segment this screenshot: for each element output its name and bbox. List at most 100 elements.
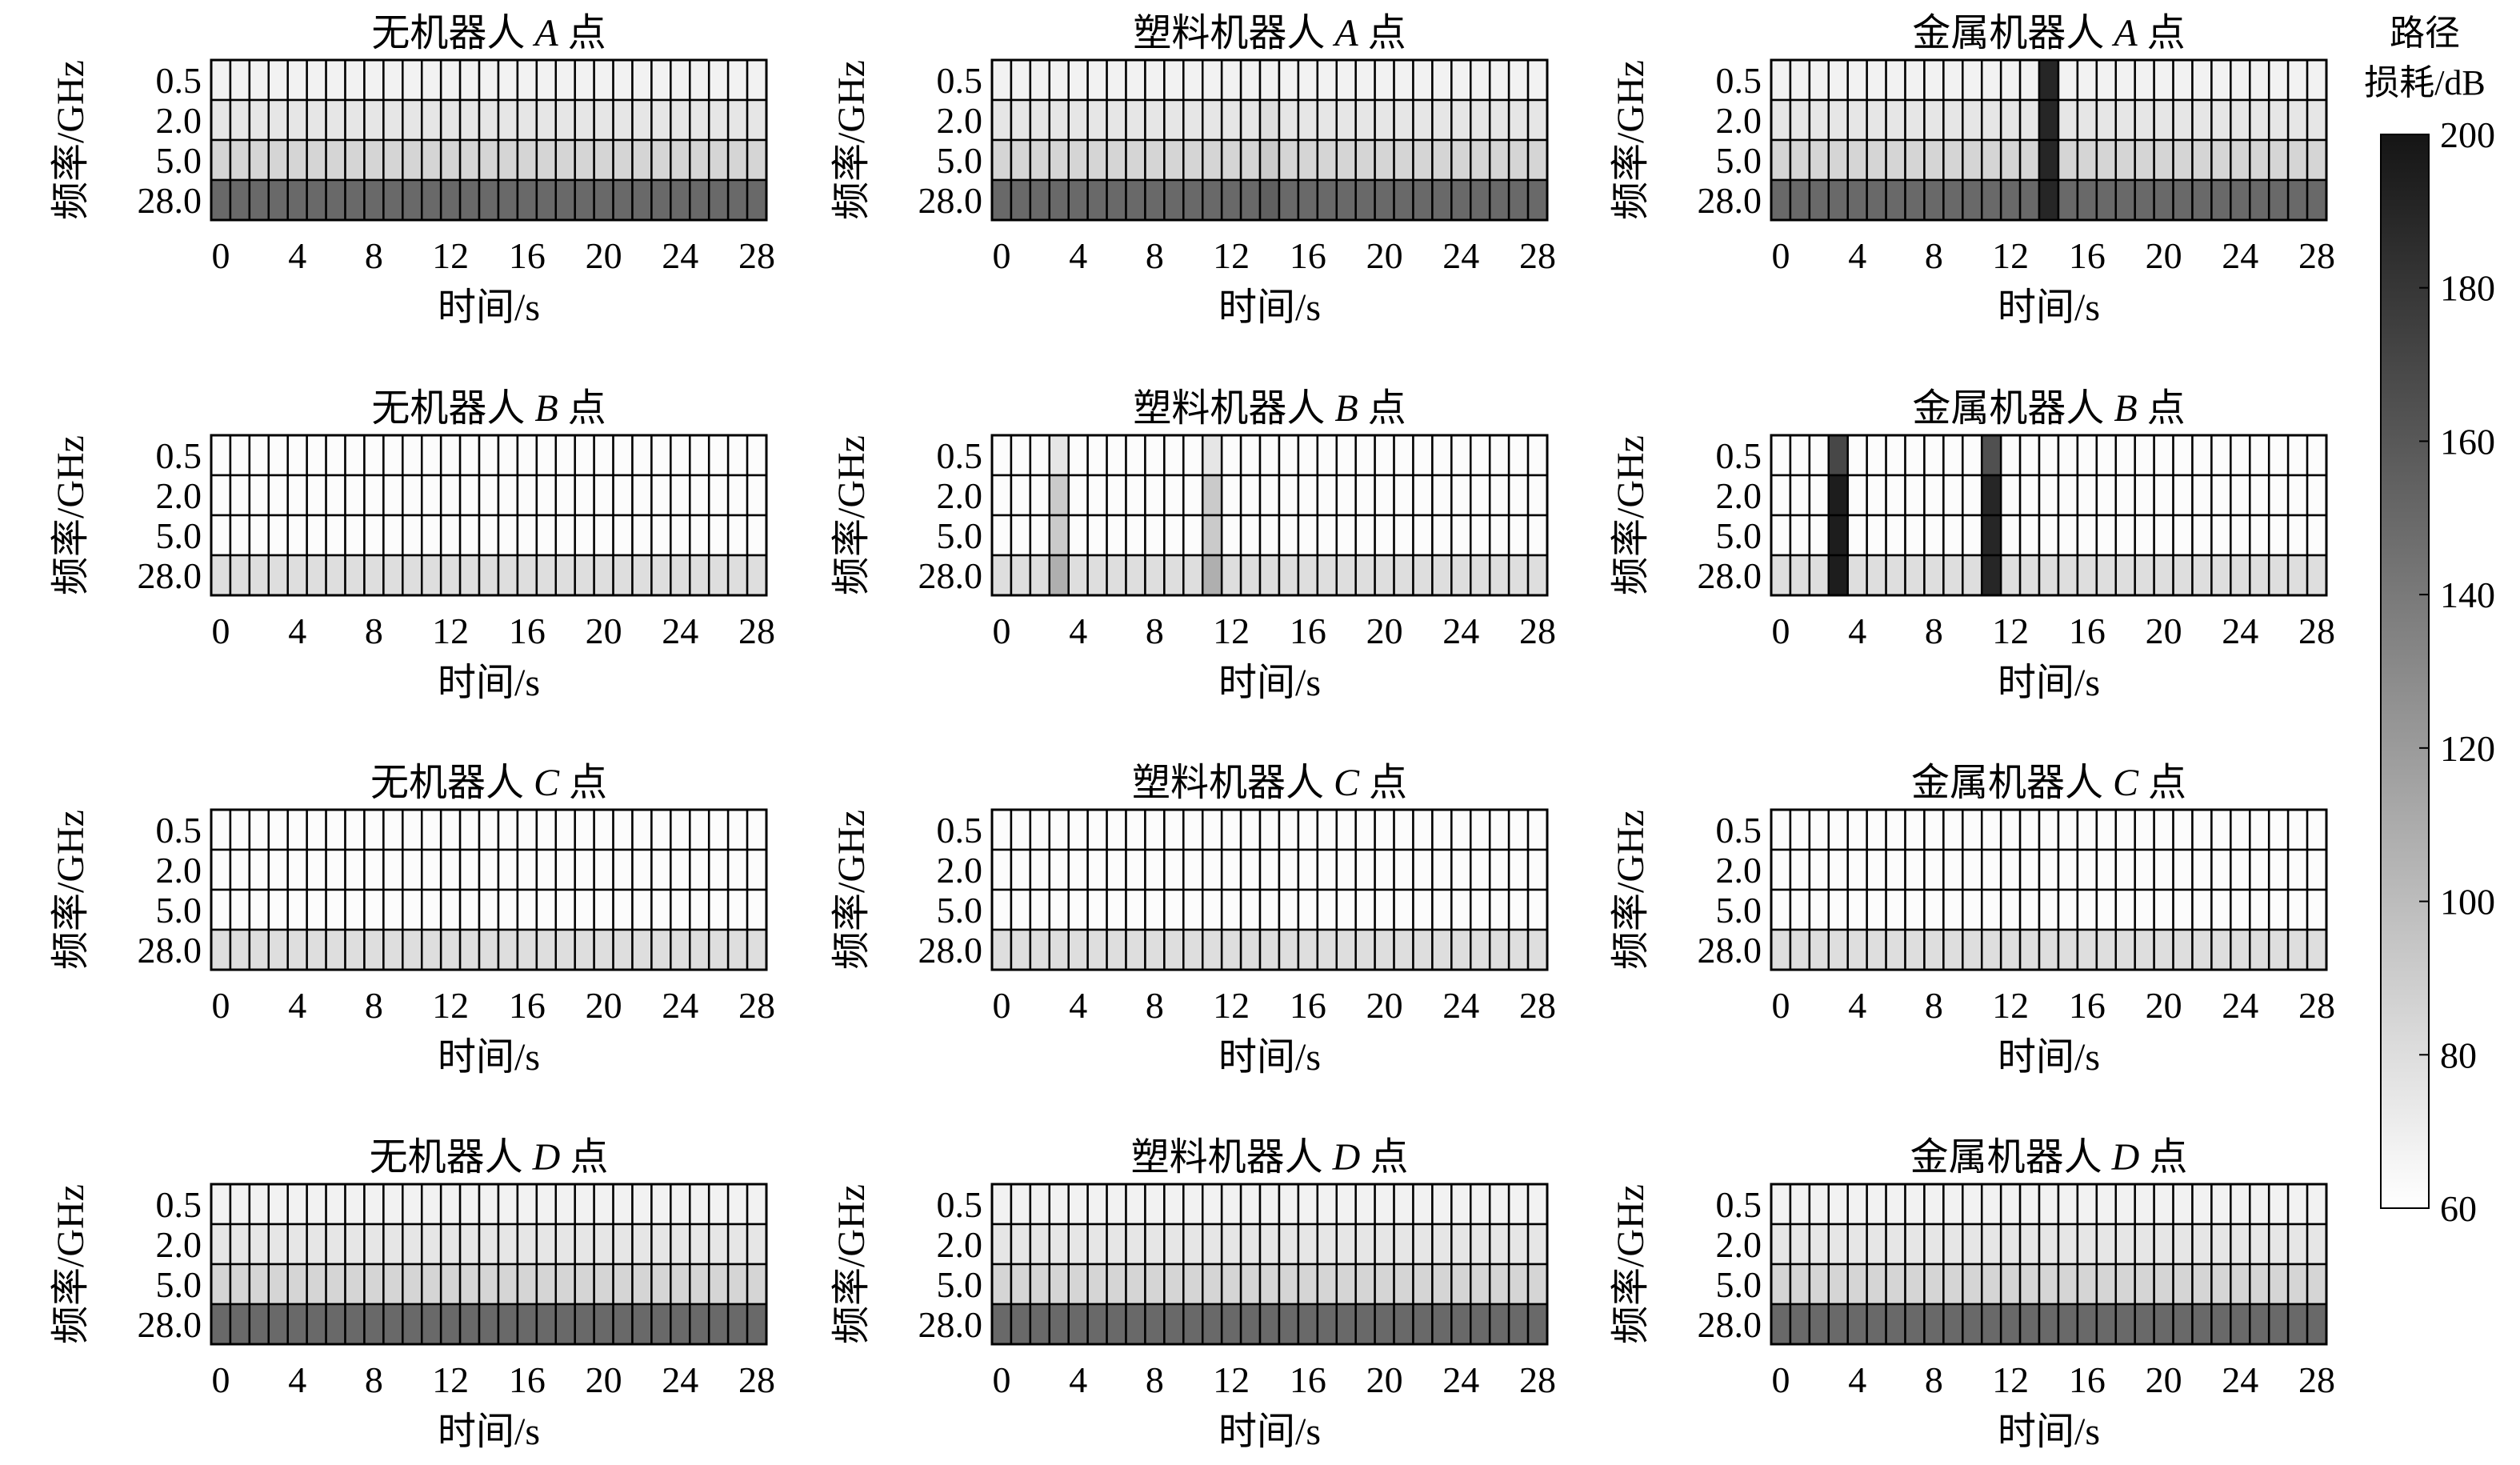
heatmap-cell bbox=[670, 138, 691, 182]
heatmap-cell bbox=[554, 434, 576, 477]
heatmap-cell bbox=[2306, 1263, 2328, 1306]
heatmap-cell bbox=[1431, 1303, 1453, 1346]
heatmap-cell bbox=[707, 848, 730, 891]
heatmap-cell bbox=[2076, 1183, 2098, 1226]
heatmap-cell bbox=[1942, 58, 1964, 102]
heatmap-cell bbox=[1808, 474, 1830, 517]
heatmap-cell bbox=[458, 178, 481, 222]
heatmap-cell bbox=[2267, 808, 2290, 851]
heatmap-cell bbox=[2267, 928, 2290, 971]
heatmap-cell bbox=[363, 514, 385, 557]
heatmap-cell bbox=[650, 928, 672, 971]
heatmap-cell bbox=[670, 1303, 691, 1346]
heatmap-cell bbox=[2153, 848, 2174, 891]
heatmap-cell bbox=[1904, 1263, 1926, 1306]
heatmap-cell bbox=[1125, 1303, 1146, 1346]
heatmap-cell bbox=[2134, 1183, 2155, 1226]
colorbar-tick-label: 80 bbox=[2440, 1035, 2477, 1075]
heatmap-cell bbox=[1374, 434, 1395, 477]
heatmap-cell bbox=[1904, 554, 1926, 597]
heatmap-cell bbox=[1999, 1303, 2022, 1346]
heatmap-cell bbox=[650, 178, 672, 222]
heatmap-cell bbox=[382, 138, 404, 182]
panel-title-prefix: 塑料机器人 bbox=[1132, 762, 1334, 804]
heatmap-cell bbox=[1086, 1183, 1108, 1226]
x-tick-label: 20 bbox=[1366, 235, 1403, 276]
heatmap-cell bbox=[1885, 514, 1906, 557]
panel-title-point: C bbox=[2113, 762, 2139, 804]
heatmap-cell bbox=[1029, 58, 1051, 102]
heatmap-cell bbox=[439, 178, 462, 222]
heatmap-cell bbox=[1770, 928, 1792, 971]
heatmap-cell bbox=[746, 178, 768, 222]
heatmap-cell bbox=[1808, 888, 1830, 931]
panels-layer: 无机器人 A 点0.52.05.028.00 4 8 12 16 20 24 28时间/s频率… bbox=[50, 12, 2335, 1453]
heatmap-cell bbox=[363, 554, 385, 597]
heatmap-panel: 塑料机器人 D 点0.52.05.028.00 4 8 12 16 20 24 28时间/s频… bbox=[830, 1136, 1556, 1453]
heatmap-cell bbox=[1048, 1303, 1070, 1346]
heatmap-cell bbox=[1980, 434, 2002, 477]
heatmap-cell bbox=[1942, 554, 1964, 597]
heatmap-cell bbox=[2057, 808, 2079, 851]
heatmap-cell bbox=[574, 808, 595, 851]
heatmap-cell bbox=[497, 888, 519, 931]
x-tick-label: 28 bbox=[1519, 235, 1556, 276]
heatmap-cell bbox=[2076, 848, 2098, 891]
x-tick-label: 24 bbox=[1442, 610, 1479, 651]
heatmap-cell bbox=[1431, 554, 1453, 597]
heatmap-cell bbox=[2230, 928, 2251, 971]
heatmap-cell bbox=[306, 474, 327, 517]
heatmap-cell bbox=[2172, 474, 2194, 517]
heatmap-cell bbox=[1374, 1223, 1395, 1266]
heatmap-cell bbox=[1488, 1183, 1510, 1226]
x-tick-label: 20 bbox=[2146, 1359, 2182, 1400]
x-axis-label: 时间/s bbox=[1998, 1036, 2100, 1079]
panel-title-suffix: 点 bbox=[1359, 762, 1407, 804]
heatmap-cell bbox=[726, 848, 749, 891]
heatmap-cell bbox=[1507, 808, 1530, 851]
heatmap-cell bbox=[1316, 1183, 1338, 1226]
heatmap-cell bbox=[420, 514, 442, 557]
heatmap-cell bbox=[439, 848, 462, 891]
heatmap-cell bbox=[2249, 808, 2270, 851]
heatmap-cell bbox=[612, 138, 634, 182]
heatmap-cell bbox=[2210, 808, 2232, 851]
heatmap-cell bbox=[2095, 554, 2118, 597]
heatmap-cell bbox=[2267, 1183, 2290, 1226]
heatmap-cell bbox=[267, 554, 289, 597]
y-tick-label: 0.5 bbox=[1716, 60, 1762, 101]
heatmap-cell bbox=[1374, 98, 1395, 142]
heatmap-cell bbox=[497, 58, 519, 102]
heatmap-cell bbox=[229, 848, 251, 891]
heatmap-cell bbox=[1412, 1183, 1434, 1226]
heatmap-cell bbox=[1507, 888, 1530, 931]
heatmap-cell bbox=[2249, 888, 2270, 931]
heatmap-cell bbox=[631, 848, 653, 891]
heatmap-cell bbox=[1923, 1223, 1945, 1266]
y-tick-label: 2.0 bbox=[156, 100, 202, 141]
heatmap-cell bbox=[2134, 848, 2155, 891]
x-tick-label: 0 bbox=[992, 235, 1010, 276]
heatmap-cell bbox=[1163, 848, 1185, 891]
heatmap-cell bbox=[726, 808, 749, 851]
heatmap-cell bbox=[593, 808, 614, 851]
heatmap-cell bbox=[516, 138, 538, 182]
heatmap-cell bbox=[2018, 58, 2041, 102]
y-tick-label: 5.0 bbox=[1716, 1264, 1762, 1305]
x-tick-label: 16 bbox=[2069, 610, 2106, 651]
heatmap-cell bbox=[1846, 138, 1868, 182]
heatmap-cell bbox=[2286, 1303, 2309, 1346]
heatmap-cell bbox=[1067, 138, 1089, 182]
heatmap-cell bbox=[2249, 514, 2270, 557]
heatmap-cell bbox=[1029, 1183, 1051, 1226]
heatmap-cell bbox=[306, 98, 327, 142]
heatmap-cell bbox=[458, 928, 481, 971]
heatmap-cell bbox=[1010, 434, 1032, 477]
heatmap-cell bbox=[344, 58, 366, 102]
heatmap-cell bbox=[1335, 1223, 1357, 1266]
heatmap-cell bbox=[2018, 474, 2041, 517]
x-tick-label: 28 bbox=[738, 610, 775, 651]
heatmap-cell bbox=[1201, 58, 1223, 102]
heatmap-cell bbox=[1010, 514, 1032, 557]
colorbar-title-line2: 损耗/dB bbox=[2364, 63, 2486, 102]
